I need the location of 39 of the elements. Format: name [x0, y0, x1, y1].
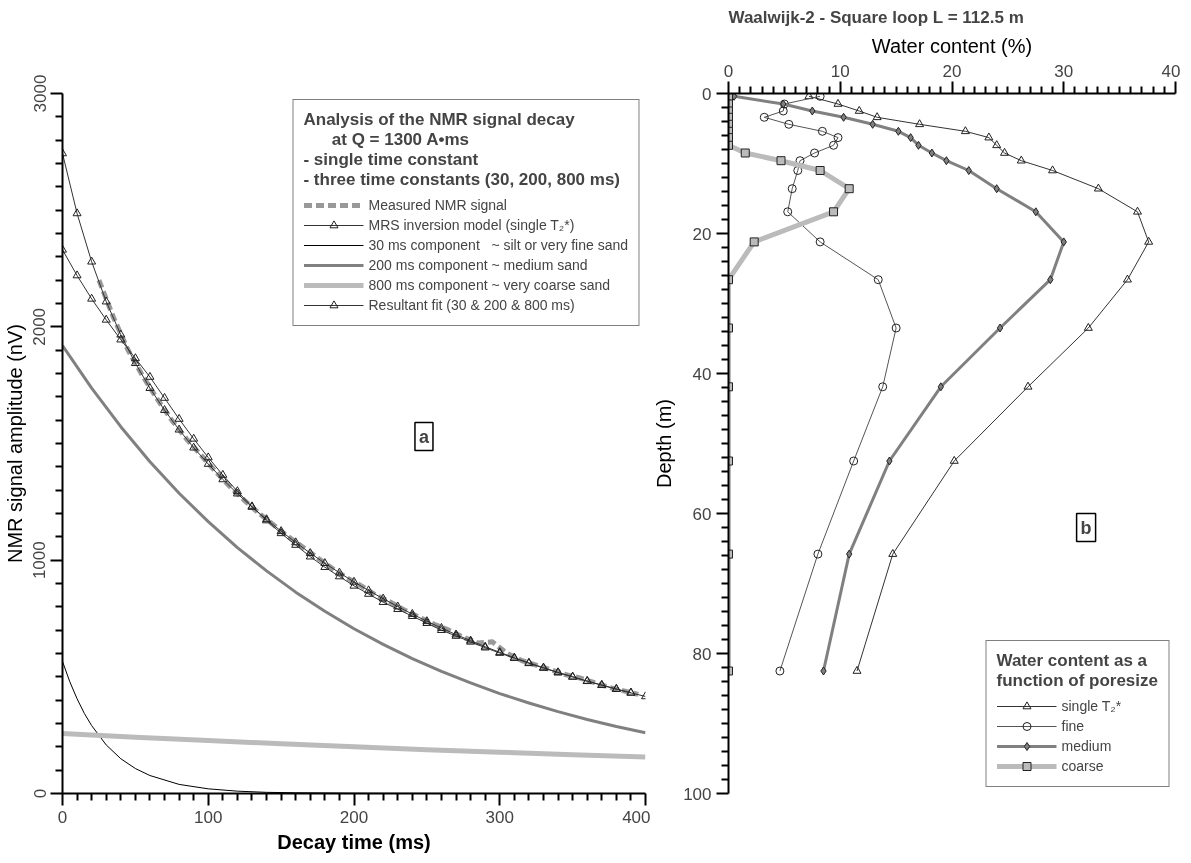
- chart-title: Waalwijk-2 - Square loop L = 112.5 m: [728, 7, 1024, 27]
- x-axis-title: Decay time (ms): [277, 830, 431, 853]
- annotation: b: [1080, 517, 1092, 538]
- legend-label: fine: [1061, 718, 1085, 734]
- x-tick-label: 0: [57, 807, 68, 827]
- legend-label: Resultant fit (30 & 200 & 800 ms): [368, 297, 575, 313]
- legend-title: Water content as a function of poresize: [996, 651, 1158, 691]
- x-tick-label: 40: [1161, 61, 1181, 81]
- y-tick-label: 100: [683, 784, 712, 804]
- x-tick-label: 100: [194, 807, 223, 827]
- legend-label: medium: [1061, 738, 1112, 754]
- legend-label: coarse: [1061, 758, 1104, 774]
- legend-label: MRS inversion model (single T₂*): [368, 217, 575, 233]
- x-tick-label: 20: [942, 61, 962, 81]
- annotation: a: [418, 426, 430, 447]
- y-tick-label: 0: [702, 84, 712, 104]
- x-tick-label: 200: [339, 807, 369, 827]
- legend-label: Measured NMR signal: [368, 197, 507, 213]
- x-tick-label: 10: [830, 61, 850, 81]
- y-tick-label: 0: [30, 788, 50, 799]
- x-axis-title: Water content (%): [871, 34, 1033, 57]
- y-axis-title: Depth (m): [653, 399, 676, 488]
- x-tick-label: 300: [485, 807, 514, 827]
- x-tick-label: 400: [622, 807, 651, 827]
- legend-title: Analysis of the NMR signal decay at Q = 1300 A•ms - single time constant - three time constants (30, 200, 800 ms): [303, 110, 621, 190]
- x-tick-label: 0: [723, 61, 734, 81]
- y-tick-label: 20: [692, 224, 712, 244]
- legend-label: 800 ms component ~ very coarse sand: [368, 277, 611, 293]
- legend-label: 30 ms component ~ silt or very fine sand: [368, 237, 628, 253]
- y-tick-label: 80: [692, 644, 712, 664]
- y-tick-label: 40: [692, 364, 712, 384]
- y-tick-label: 60: [692, 504, 712, 524]
- y-axis-title: NMR signal amplitude (nV): [3, 324, 26, 563]
- legend-label: 200 ms component ~ medium sand: [368, 257, 588, 273]
- y-tick-label: 1000: [30, 541, 50, 580]
- y-tick-label: 2000: [30, 307, 50, 346]
- legend-label: single T₂*: [1061, 698, 1122, 714]
- y-tick-label: 3000: [30, 74, 50, 113]
- x-tick-label: 30: [1054, 61, 1074, 81]
